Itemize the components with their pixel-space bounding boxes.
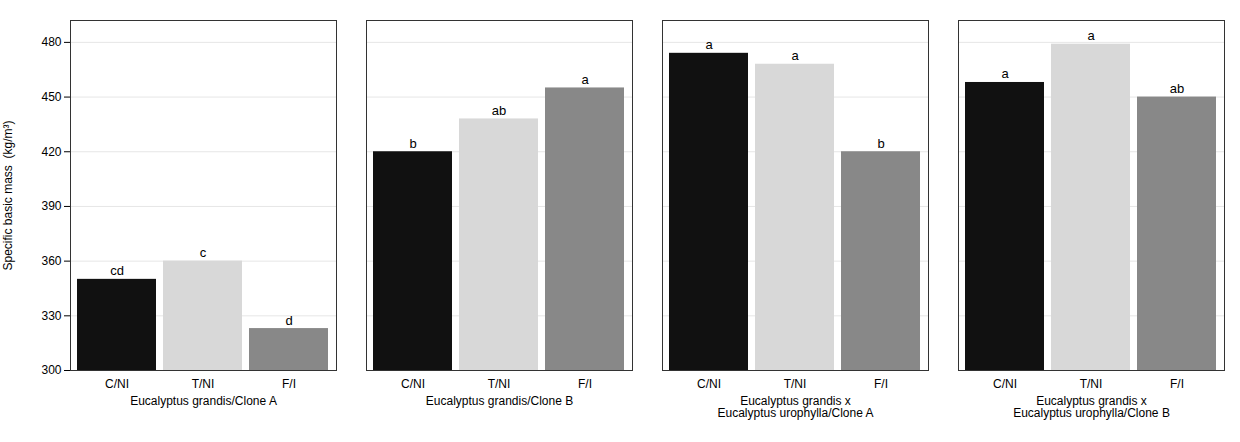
svg-text:ab: ab: [1170, 81, 1184, 96]
svg-text:Eucalyptus grandis xEucalyptus: Eucalyptus grandis xEucalyptus urophylla…: [717, 394, 873, 420]
svg-text:b: b: [877, 136, 884, 151]
svg-text:a: a: [705, 37, 713, 52]
svg-text:T/NI: T/NI: [192, 377, 215, 391]
svg-text:Eucalyptus grandis/Clone A: Eucalyptus grandis/Clone A: [130, 394, 277, 408]
svg-text:a: a: [1087, 28, 1095, 43]
svg-text:360: 360: [41, 254, 61, 268]
svg-text:C/NI: C/NI: [401, 377, 425, 391]
svg-text:a: a: [791, 48, 799, 63]
svg-text:d: d: [285, 313, 292, 328]
svg-text:Specific basic mass (kg/m³): Specific basic mass (kg/m³): [1, 120, 15, 270]
svg-text:480: 480: [41, 35, 61, 49]
svg-text:b: b: [409, 136, 416, 151]
svg-text:330: 330: [41, 309, 61, 323]
svg-text:F/I: F/I: [1170, 377, 1184, 391]
svg-text:Eucalyptus grandis xEucalyptus: Eucalyptus grandis xEucalyptus urophylla…: [1013, 394, 1170, 420]
svg-text:420: 420: [41, 145, 61, 159]
svg-text:a: a: [581, 72, 589, 87]
svg-text:ab: ab: [492, 103, 506, 118]
svg-text:C/NI: C/NI: [105, 377, 129, 391]
svg-text:300: 300: [41, 363, 61, 377]
svg-text:c: c: [200, 245, 207, 260]
svg-text:390: 390: [41, 199, 61, 213]
svg-text:F/I: F/I: [578, 377, 592, 391]
svg-text:C/NI: C/NI: [993, 377, 1017, 391]
svg-text:Eucalyptus grandis/Clone B: Eucalyptus grandis/Clone B: [426, 394, 573, 408]
svg-text:T/NI: T/NI: [488, 377, 511, 391]
svg-text:450: 450: [41, 90, 61, 104]
svg-text:C/NI: C/NI: [697, 377, 721, 391]
svg-text:cd: cd: [110, 263, 124, 278]
svg-text:F/I: F/I: [282, 377, 296, 391]
svg-text:a: a: [1001, 66, 1009, 81]
svg-text:T/NI: T/NI: [1080, 377, 1103, 391]
svg-text:F/I: F/I: [874, 377, 888, 391]
svg-text:T/NI: T/NI: [784, 377, 807, 391]
